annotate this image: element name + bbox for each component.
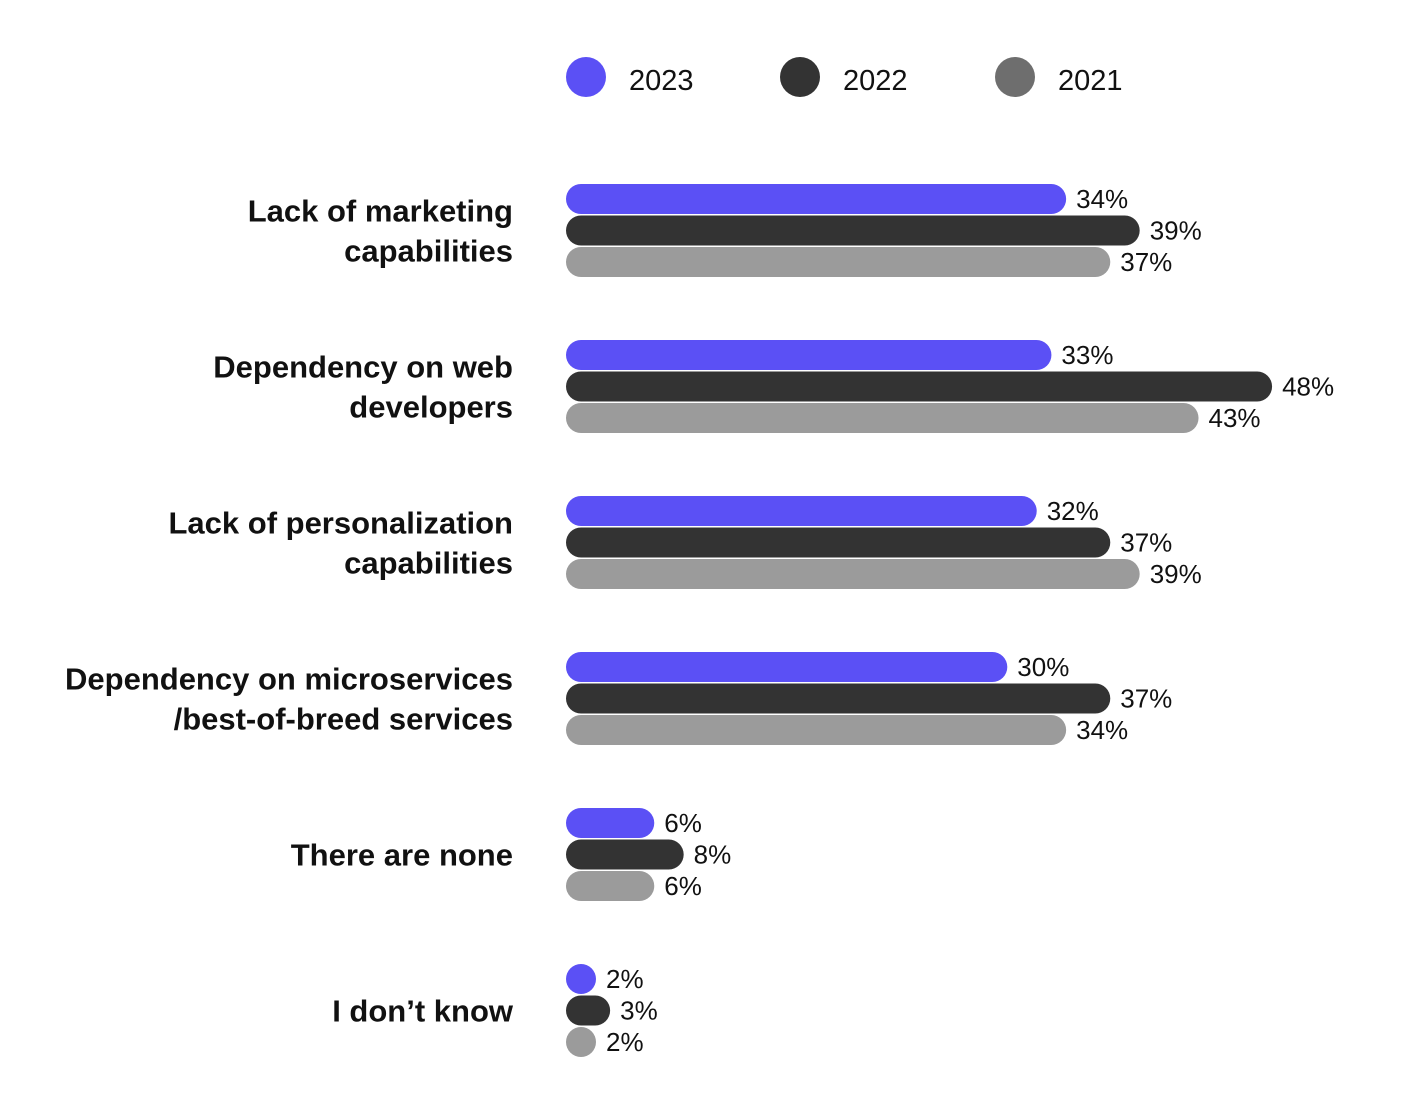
value-label-2023-category-4: 6% (664, 808, 702, 838)
bar-2023-category-5 (566, 964, 596, 994)
value-label-2022-category-1: 48% (1282, 372, 1334, 402)
value-label-2023-category-0: 34% (1076, 184, 1128, 214)
legend-label-2022: 2022 (843, 65, 908, 97)
bar-2021-category-2 (566, 559, 1140, 589)
bar-2021-category-0 (566, 247, 1111, 277)
bar-2023-category-3 (566, 652, 1008, 682)
bar-2022-category-2 (566, 527, 1111, 558)
legend-marker-2021 (995, 57, 1035, 97)
bar-2021-category-1 (566, 403, 1199, 433)
value-label-2022-category-0: 39% (1150, 216, 1202, 246)
bar-2021-category-3 (566, 715, 1067, 745)
value-label-2021-category-4: 6% (664, 871, 702, 901)
bar-2023-category-0 (566, 184, 1067, 214)
legend: 2023 2022 2021 (566, 57, 1123, 97)
category-label-0-line-0: Lack of marketing (248, 194, 513, 229)
category-labels: Lack of marketing capabilities Dependency … (65, 194, 514, 1029)
value-label-2021-category-3: 34% (1076, 715, 1128, 745)
bar-2023-category-2 (566, 496, 1037, 526)
value-label-2021-category-5: 2% (606, 1027, 644, 1057)
value-label-2023-category-1: 33% (1061, 340, 1113, 370)
bar-2022-category-5 (566, 995, 611, 1026)
value-label-2022-category-3: 37% (1120, 684, 1172, 714)
value-label-2023-category-2: 32% (1047, 496, 1099, 526)
value-label-2023-category-5: 2% (606, 964, 644, 994)
category-label-3-line-1: /best-of-breed services (174, 702, 513, 737)
legend-marker-2023 (566, 57, 606, 97)
category-label-4-line-0: There are none (291, 838, 513, 873)
bar-2022-category-3 (566, 683, 1111, 714)
value-label-2021-category-1: 43% (1209, 403, 1261, 433)
bar-2022-category-0 (566, 215, 1140, 246)
bar-2022-category-1 (566, 371, 1273, 402)
category-label-3-line-0: Dependency on microservices (65, 662, 513, 697)
category-label-0-line-1: capabilities (344, 234, 513, 269)
value-label-2022-category-5: 3% (620, 996, 658, 1026)
category-label-1-line-1: developers (349, 390, 513, 425)
value-label-2023-category-3: 30% (1017, 652, 1069, 682)
bars (566, 184, 1273, 1057)
bar-2023-category-4 (566, 808, 655, 838)
legend-label-2021: 2021 (1058, 65, 1123, 97)
category-label-5-line-0: I don’t know (332, 994, 514, 1029)
bar-2022-category-4 (566, 839, 684, 870)
category-label-2-line-1: capabilities (344, 546, 513, 581)
value-label-2022-category-2: 37% (1120, 528, 1172, 558)
value-labels: 34%39%37%33%48%43%32%37%39%30%37%34%6%8%… (606, 184, 1334, 1057)
value-label-2021-category-0: 37% (1120, 247, 1172, 277)
bar-2021-category-4 (566, 871, 655, 901)
bar-2023-category-1 (566, 340, 1052, 370)
value-label-2022-category-4: 8% (694, 840, 732, 870)
legend-label-2023: 2023 (629, 65, 694, 97)
category-label-1-line-0: Dependency on web (213, 350, 513, 385)
bar-2021-category-5 (566, 1027, 596, 1057)
value-label-2021-category-2: 39% (1150, 559, 1202, 589)
category-label-2-line-0: Lack of personalization (168, 506, 513, 541)
legend-marker-2022 (780, 57, 820, 97)
